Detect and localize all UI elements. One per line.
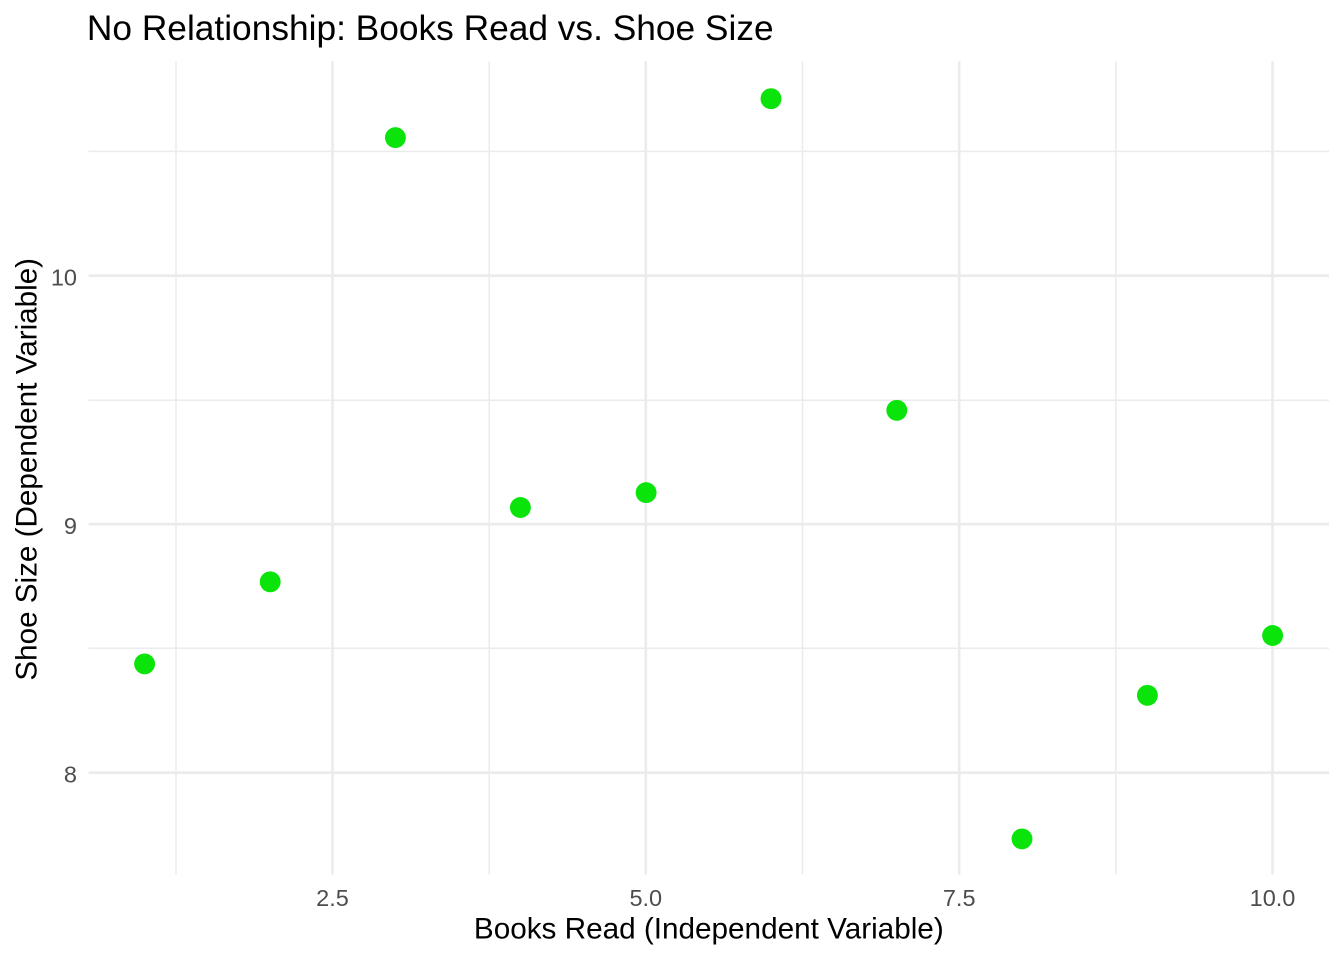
svg-text:Books Read (Independent Variab: Books Read (Independent Variable) (474, 913, 944, 946)
svg-text:No Relationship: Books Read vs: No Relationship: Books Read vs. Shoe Siz… (87, 9, 774, 48)
svg-text:2.5: 2.5 (316, 885, 349, 911)
svg-text:5.0: 5.0 (629, 885, 662, 911)
svg-text:10: 10 (51, 265, 77, 291)
svg-text:7.5: 7.5 (943, 885, 976, 911)
svg-text:Shoe Size (Dependent Variable): Shoe Size (Dependent Variable) (10, 258, 43, 681)
svg-text:9: 9 (64, 513, 77, 539)
svg-text:10.0: 10.0 (1250, 885, 1296, 911)
svg-text:8: 8 (64, 762, 77, 788)
